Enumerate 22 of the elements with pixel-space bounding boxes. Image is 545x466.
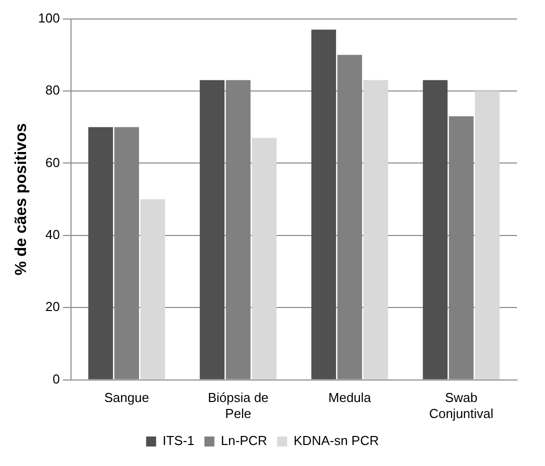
x-tick-label: Biópsia de Pele (208, 390, 269, 421)
x-tick-label: Sangue (104, 390, 150, 406)
bar (200, 80, 225, 380)
bar (140, 199, 166, 380)
bar (422, 80, 448, 380)
y-axis-title: % de cães positivos (13, 123, 30, 276)
bar (252, 138, 277, 380)
bar (474, 91, 500, 380)
bar (88, 127, 113, 380)
bar (311, 30, 336, 380)
y-tick-label: 80 (45, 82, 60, 98)
y-tick-label: 60 (45, 154, 60, 170)
bar (363, 80, 388, 380)
legend-label: ITS-1 (162, 433, 194, 448)
x-tick-label: Swab Conjuntival (429, 390, 494, 421)
y-tick-label: 100 (38, 10, 60, 26)
y-tick-label: 40 (45, 226, 60, 242)
x-tick-label: Medula (328, 390, 372, 406)
legend-label: Ln-PCR (220, 433, 268, 448)
y-tick-label: 20 (45, 299, 60, 314)
legend-label: KDNA-sn PCR (294, 433, 379, 448)
y-tick-label: 0 (52, 371, 60, 386)
